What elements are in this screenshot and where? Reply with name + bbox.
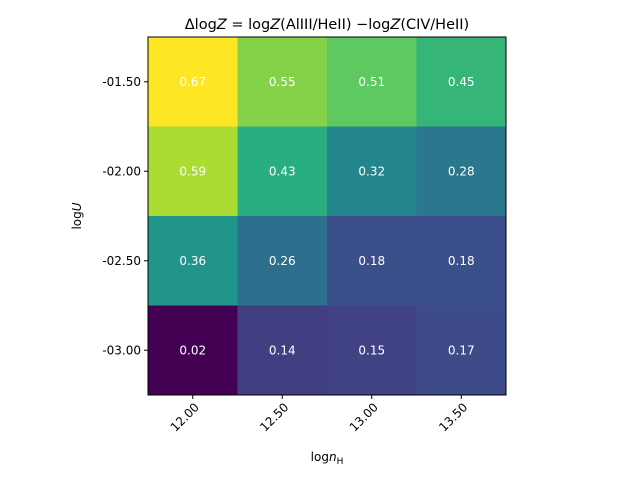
x-tick-label: 13.50 [436, 400, 470, 434]
cell-value-label: 0.55 [269, 75, 296, 89]
heatmap-cell [416, 126, 507, 217]
heatmap-cell [416, 37, 507, 127]
x-axis-label: lognH [311, 450, 344, 467]
y-axis-ticks: -01.50 -02.00 -02.50 -03.00 [102, 75, 148, 357]
x-axis-ticks: 12.00 12.50 13.00 13.50 [168, 395, 470, 434]
cell-value-label: 0.59 [179, 164, 206, 178]
heatmap-cell [237, 37, 328, 127]
y-tick-label: -02.50 [102, 254, 141, 268]
cell-value-label: 0.51 [358, 75, 385, 89]
heatmap-cell [327, 37, 417, 127]
y-tick-label: -02.00 [102, 164, 141, 178]
cell-value-label: 0.28 [448, 164, 475, 178]
x-tick-label: 12.00 [168, 400, 202, 434]
y-tick-label: -01.50 [102, 75, 141, 89]
heatmap-cell [327, 216, 417, 306]
heatmap-cell [327, 305, 417, 396]
heatmap-cell [416, 305, 507, 396]
heatmap-cells [148, 37, 507, 396]
chart-title: ΔlogZ = logZ(AlIII/HeII) −logZ(CIV/HeII) [185, 17, 469, 33]
heatmap-cell [327, 126, 417, 217]
cell-value-label: 0.36 [179, 254, 206, 268]
plot-frame [147, 36, 507, 396]
cell-value-label: 0.18 [358, 254, 385, 268]
heatmap-cell [237, 305, 328, 396]
heatmap-cell [148, 37, 238, 127]
heatmap-cell [237, 216, 328, 306]
cell-value-label: 0.02 [179, 343, 206, 357]
cell-value-label: 0.67 [179, 75, 206, 89]
x-tick-label: 13.00 [347, 400, 381, 434]
cell-value-label: 0.45 [448, 75, 475, 89]
cell-value-label: 0.43 [269, 164, 296, 178]
cell-value-label: 0.32 [358, 164, 385, 178]
x-tick-label: 12.50 [257, 400, 291, 434]
heatmap-cell [416, 216, 507, 306]
heatmap-cell [148, 126, 238, 217]
y-axis-label: logU [70, 202, 84, 229]
cell-value-label: 0.17 [448, 343, 475, 357]
cell-value-label: 0.14 [269, 343, 296, 357]
heatmap-cell [148, 216, 238, 306]
cell-value-label: 0.15 [358, 343, 385, 357]
heatmap-cell [237, 126, 328, 217]
heatmap-cell [148, 305, 238, 396]
cell-value-label: 0.18 [448, 254, 475, 268]
cell-value-label: 0.26 [269, 254, 296, 268]
heatmap-cell-labels: 0.67 0.55 0.51 0.45 0.59 0.43 0.32 0.28 0.36 0.26… [179, 75, 474, 358]
y-tick-label: -03.00 [102, 343, 141, 357]
